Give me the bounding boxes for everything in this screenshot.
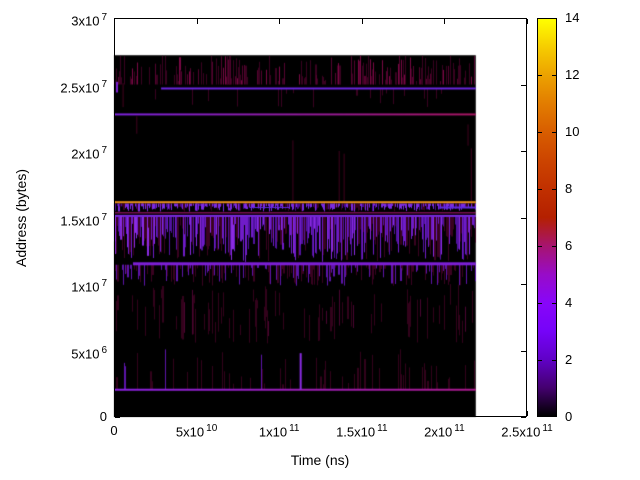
y-tick-label: 2.5x10 7 bbox=[60, 78, 107, 95]
y-tick-label: 1.5x10 7 bbox=[60, 211, 107, 228]
colorbar-tick-mark bbox=[538, 246, 542, 247]
colorbar-tick-mark bbox=[538, 360, 542, 361]
colorbar-tick-label: 8 bbox=[565, 181, 573, 196]
colorbar-tick-label: 0 bbox=[565, 409, 573, 424]
x-tick-label: 1x10 11 bbox=[258, 423, 300, 440]
x-tick-label: 2x10 11 bbox=[424, 423, 465, 440]
colorbar-tick-label: 14 bbox=[565, 10, 580, 25]
colorbar-tick-label: 10 bbox=[565, 124, 580, 139]
colorbar-tick-label: 6 bbox=[565, 238, 573, 253]
colorbar-tick-mark bbox=[538, 189, 542, 190]
y-axis-title: Address (bytes) bbox=[13, 168, 29, 268]
colorbar-tick-mark bbox=[552, 132, 556, 133]
y-tick-label: 3x10 7 bbox=[71, 12, 107, 29]
x-tick-label: 0 bbox=[110, 423, 118, 438]
colorbar-tick-mark bbox=[552, 189, 556, 190]
colorbar-tick-label: 4 bbox=[565, 295, 573, 310]
y-tick-label: 1x10 7 bbox=[71, 278, 107, 295]
colorbar-tick-mark bbox=[552, 246, 556, 247]
colorbar-tick-label: 12 bbox=[565, 67, 580, 82]
colorbar-gradient bbox=[537, 18, 557, 417]
x-axis-title: Time (ns) bbox=[290, 452, 350, 468]
y-tick-label: 0 bbox=[99, 409, 107, 424]
colorbar-tick-mark bbox=[538, 132, 542, 133]
y-tick-label: 2x10 7 bbox=[71, 145, 107, 162]
colorbar-tick-mark bbox=[552, 303, 556, 304]
y-tick-label: 5x10 6 bbox=[71, 344, 107, 361]
colorbar-tick-mark bbox=[538, 303, 542, 304]
colorbar-tick-mark bbox=[538, 75, 542, 76]
x-tick-label: 5x10 10 bbox=[175, 423, 218, 440]
x-tick-label: 1.5x10 11 bbox=[336, 423, 388, 440]
colorbar-tick-mark bbox=[552, 360, 556, 361]
x-tick-label: 2.5x10 11 bbox=[501, 423, 553, 440]
colorbar-tick-label: 2 bbox=[565, 352, 573, 367]
colorbar-tick-mark bbox=[552, 75, 556, 76]
